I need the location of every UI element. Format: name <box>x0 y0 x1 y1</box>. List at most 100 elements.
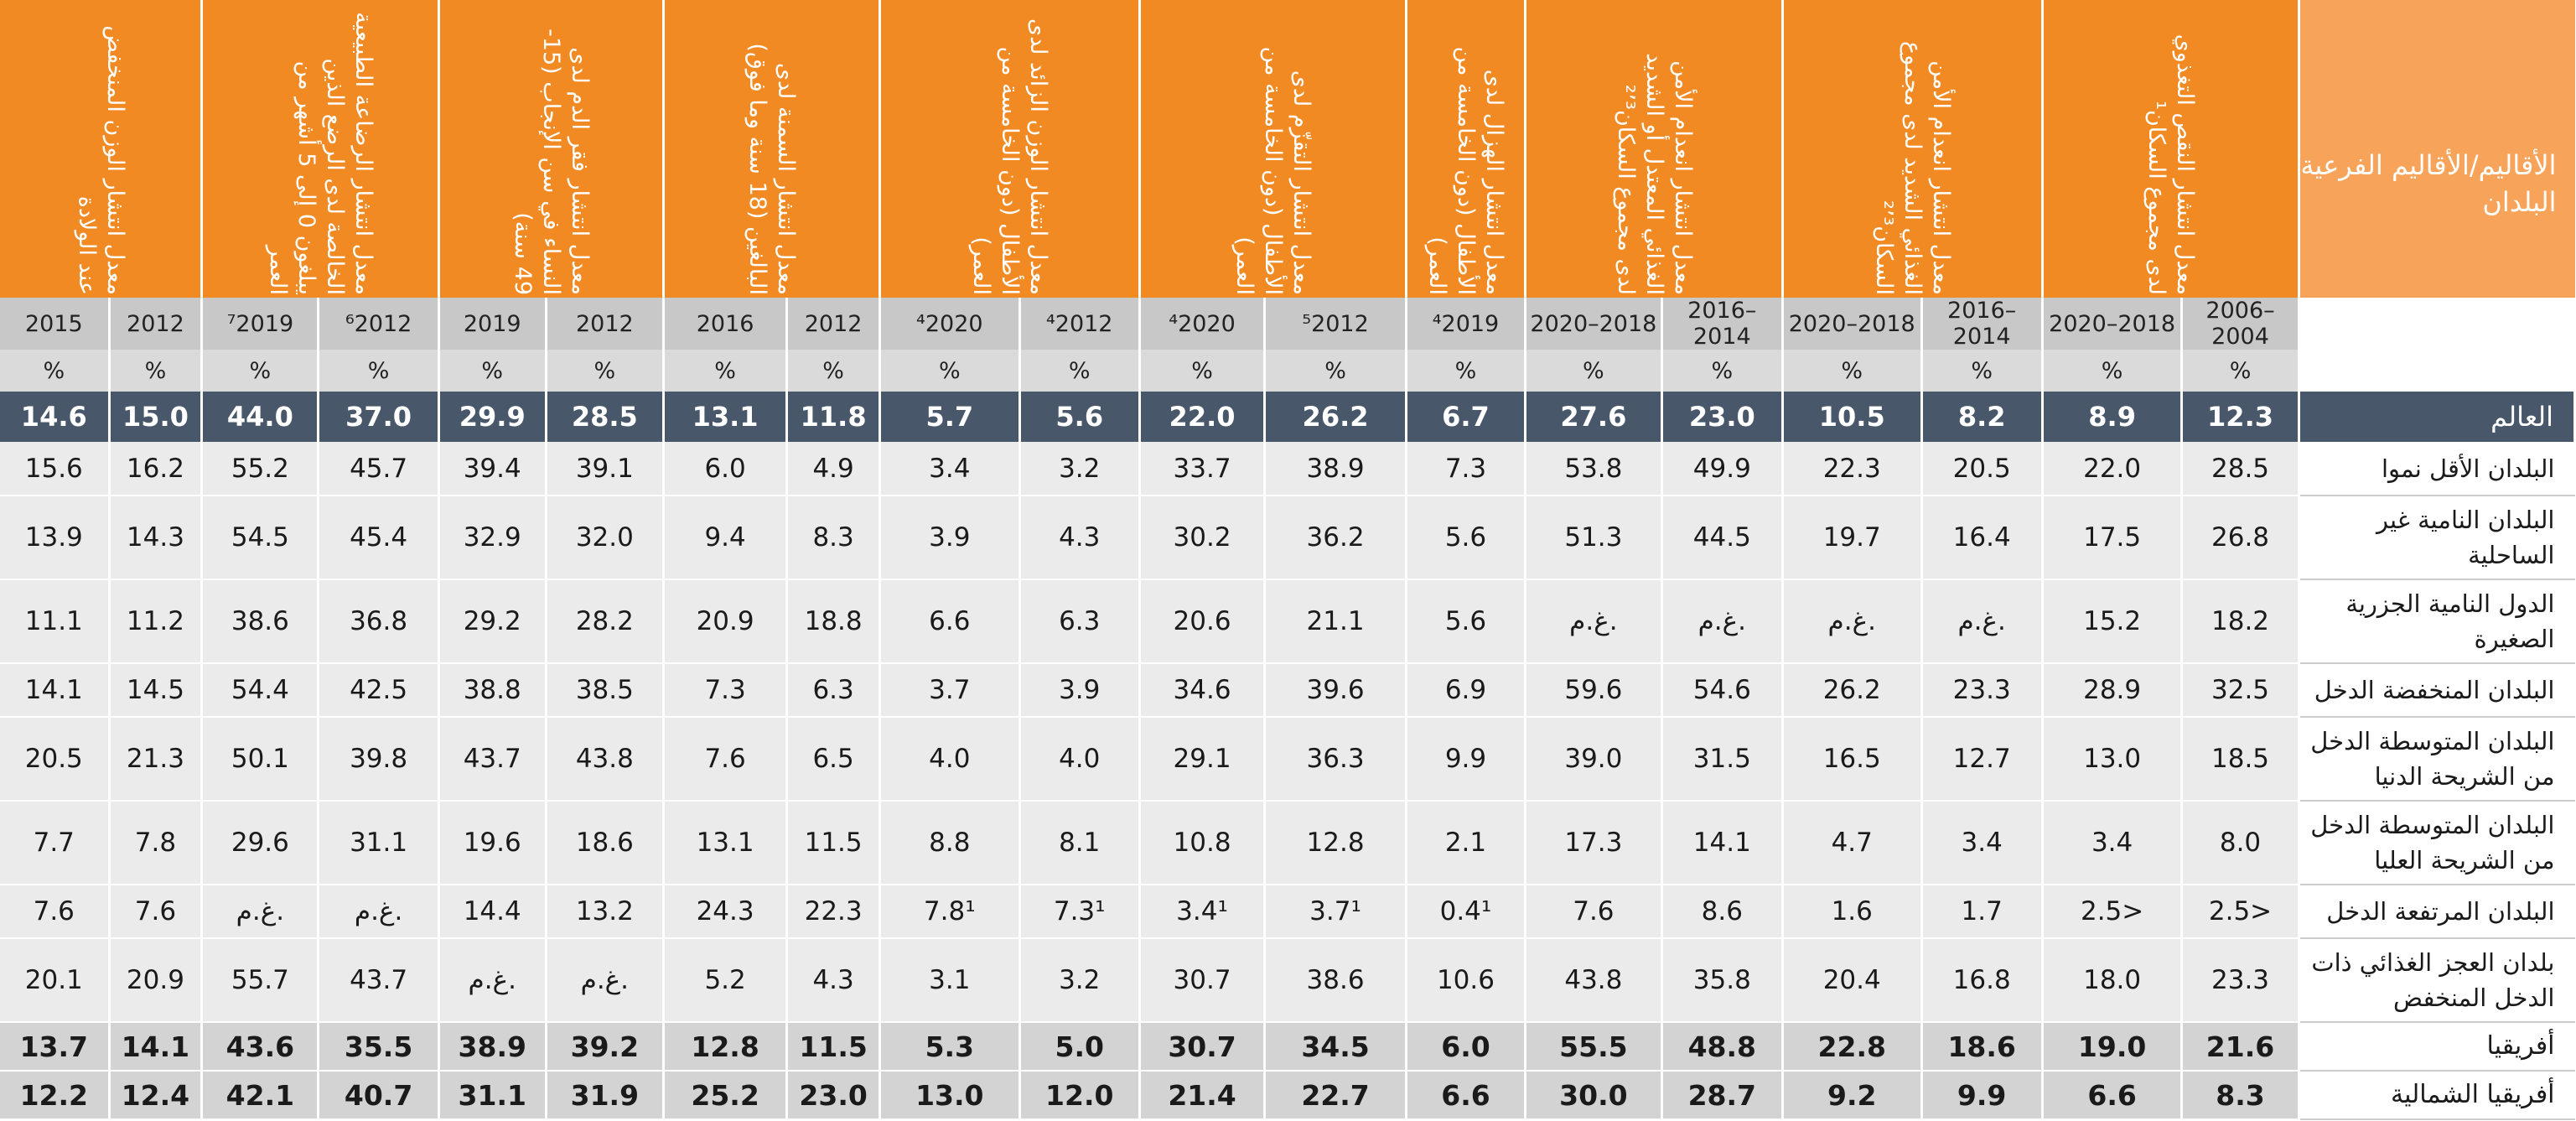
table-cell: 22.8 <box>1782 1022 1923 1072</box>
table-cell: غ.م. <box>438 938 547 1023</box>
header-breastfeeding: معدل انتشار الرضاعة الطبيعية الخالصة لدى… <box>201 0 440 298</box>
table-cell: 22.0 <box>2042 442 2184 496</box>
percent-cell: % <box>663 350 789 392</box>
table-cell: غ.م. <box>1661 579 1784 664</box>
table-cell: 21.3 <box>109 717 204 802</box>
table-cell: 38.6 <box>1264 938 1407 1023</box>
table-cell: 6.6 <box>879 579 1021 664</box>
table-cell: 6.3 <box>786 663 881 718</box>
table-cell: 31.1 <box>318 801 440 885</box>
table-cell: 43.7 <box>438 717 547 802</box>
table-cell: 13.7 <box>0 1022 111 1072</box>
table-cell: 28.9 <box>2042 663 2184 718</box>
table-row: 11.1 11.2 38.6 36.8 29.2 28.2 20.9 18.8 6.6 6.3 20… <box>0 579 2575 664</box>
table-cell: 22.3 <box>786 885 881 939</box>
year-cell: 2020–2018 <box>1525 298 1663 350</box>
table-row: 7.7 7.8 29.6 31.1 19.6 18.6 13.1 11.5 8.8 8.1 10.8… <box>0 801 2575 885</box>
table-cell: 20.9 <box>663 579 789 664</box>
table-cell: 49.9 <box>1661 442 1784 496</box>
table-cell: 28.5 <box>2181 442 2300 496</box>
table-cell: 6.3 <box>1019 579 1141 664</box>
percent-cell: % <box>1782 350 1923 392</box>
years-row: 2015 2012 ⁷2019 ⁶2012 2019 2012 2016 2012 ⁴2020 ⁴… <box>0 298 2576 350</box>
table-cell: 2.1 <box>1406 801 1527 885</box>
table-cell: 8.1 <box>1019 801 1141 885</box>
table-cell: 25.2 <box>663 1071 789 1120</box>
percent-row: %%%%%%%%%%%%%%%%%%% <box>0 350 2576 392</box>
table-cell: 12.4 <box>109 1071 204 1120</box>
table-cell: 0.4¹ <box>1406 885 1527 939</box>
table-cell: 11.2 <box>109 579 204 664</box>
table-cell: 43.7 <box>318 938 440 1023</box>
table-cell: 4.9 <box>786 442 881 496</box>
table-cell: 7.6 <box>0 885 111 939</box>
table-cell: 6.9 <box>1406 663 1527 718</box>
table-cell: 8.3 <box>786 496 881 580</box>
table-cell: 4.7 <box>1782 801 1923 885</box>
table-cell: 8.3 <box>2181 1071 2300 1120</box>
table-cell: 6.0 <box>663 442 789 496</box>
table-cell: 42.5 <box>318 663 440 718</box>
table-cell: 20.1 <box>0 938 111 1023</box>
table-cell: 19.7 <box>1782 496 1923 580</box>
table-cell: 44.5 <box>1661 496 1784 580</box>
table-cell: 30.7 <box>1139 938 1267 1023</box>
table-cell: 3.2 <box>1019 938 1141 1023</box>
percent-cell: % <box>786 350 881 392</box>
table-cell: 9.4 <box>663 496 789 580</box>
year-cell: ⁴2020 <box>879 298 1021 350</box>
year-cell: ⁶2012 <box>318 298 440 350</box>
table-cell: 7.3 <box>1406 442 1527 496</box>
header-stunting: معدل انتشار التقزّم لدى الأطفال (دون الخ… <box>1139 0 1407 298</box>
world-value: 28.5 <box>546 392 665 442</box>
table-cell: 8.8 <box>879 801 1021 885</box>
table-cell: 18.8 <box>786 579 881 664</box>
table-cell: 3.4¹ <box>1139 885 1267 939</box>
year-cell: 2012 <box>546 298 665 350</box>
table-cell: 14.1 <box>0 663 111 718</box>
world-value: 14.6 <box>0 392 111 442</box>
row-name: البلدان المرتفعة الدخل <box>2299 885 2575 939</box>
table-cell: 29.1 <box>1139 717 1267 802</box>
percent-cell: % <box>879 350 1021 392</box>
table-cell: 12.8 <box>1264 801 1407 885</box>
table-cell: 28.2 <box>546 579 665 664</box>
table-cell: 11.5 <box>786 801 881 885</box>
table-cell: 5.6 <box>1406 496 1527 580</box>
header-region: الأقاليم/الأقاليم الفرعية/البلدان <box>2299 0 2575 298</box>
table-cell: 12.8 <box>663 1022 789 1072</box>
table-cell: 18.6 <box>1921 1022 2044 1072</box>
table-cell: 18.5 <box>2181 717 2300 802</box>
row-name: البلدان المتوسطة الدخل من الشريحة العليا <box>2299 801 2575 885</box>
table-cell: 20.5 <box>0 717 111 802</box>
table-cell: 55.2 <box>201 442 320 496</box>
table-cell: 7.8 <box>109 801 204 885</box>
table-cell: 16.8 <box>1921 938 2044 1023</box>
row-name: الدول النامية الجزرية الصغيرة <box>2299 579 2575 664</box>
percent-cell: % <box>0 350 111 392</box>
table-cell: 28.7 <box>1661 1071 1784 1120</box>
table-cell: 7.8¹ <box>879 885 1021 939</box>
header-severe: معدل انتشار انعدام الأمن الغذائي الشديد … <box>1782 0 2044 298</box>
table-cell: 14.3 <box>109 496 204 580</box>
row-name: البلدان المنخفضة الدخل <box>2299 663 2575 718</box>
table-cell: 5.2 <box>663 938 789 1023</box>
year-cell: ⁵2012 <box>1264 298 1407 350</box>
table-cell: 3.7¹ <box>1264 885 1407 939</box>
table-cell: 15.6 <box>0 442 111 496</box>
table-cell: 22.7 <box>1264 1071 1407 1120</box>
table-cell: 54.4 <box>201 663 320 718</box>
year-cell: 2020–2018 <box>2042 298 2184 350</box>
table-cell: 14.4 <box>438 885 547 939</box>
table-cell: 38.6 <box>201 579 320 664</box>
table-cell: 16.2 <box>109 442 204 496</box>
world-value: 5.7 <box>879 392 1021 442</box>
table-cell: 7.3 <box>663 663 789 718</box>
table-cell: 34.6 <box>1139 663 1267 718</box>
table-cell: 45.4 <box>318 496 440 580</box>
table-cell: 20.4 <box>1782 938 1923 1023</box>
table-cell: 6.0 <box>1406 1022 1527 1072</box>
table-cell: 29.2 <box>438 579 547 664</box>
